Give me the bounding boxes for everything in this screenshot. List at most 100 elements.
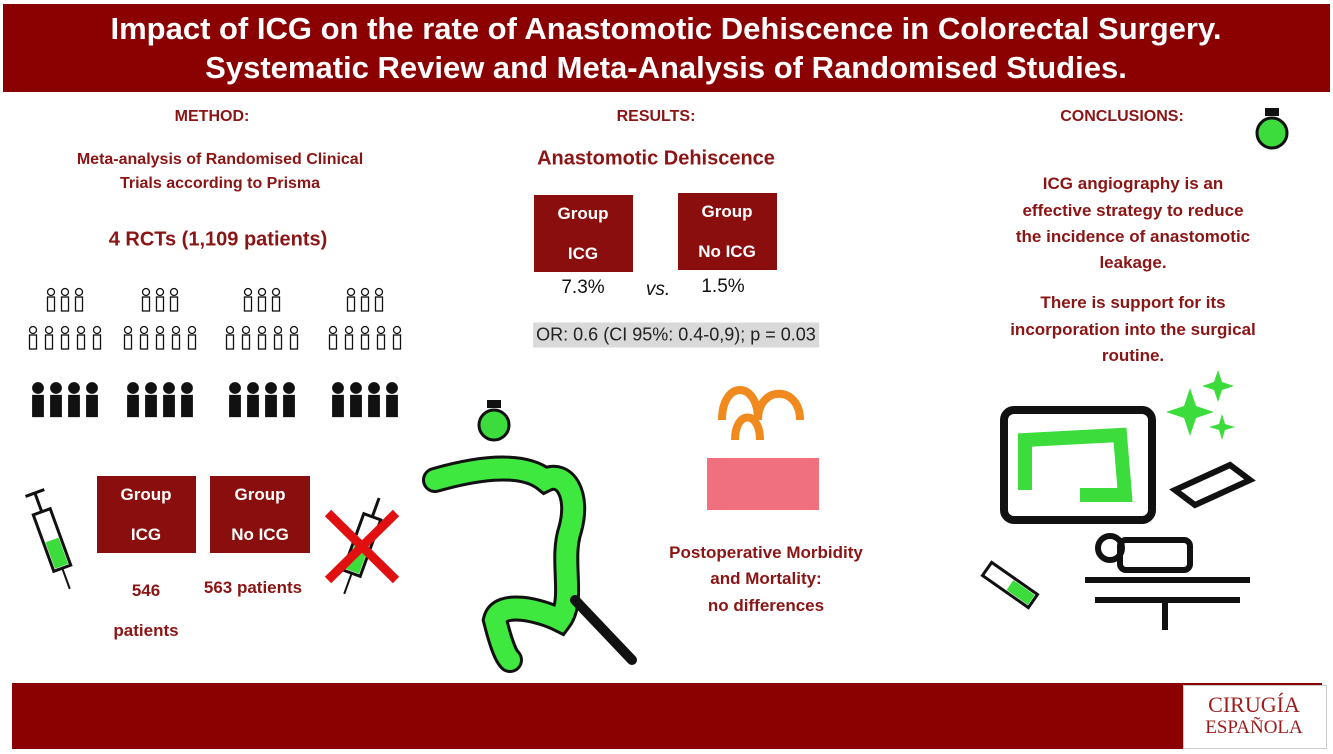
- title-line: Systematic Review and Meta-Analysis of R…: [205, 50, 1127, 85]
- conclusion-line: ICG angiography is an: [1042, 174, 1224, 193]
- person-icon: [86, 394, 98, 418]
- group-label: ICG: [130, 525, 162, 544]
- leak-icon: [718, 386, 804, 441]
- morbidity-line: and Mortality:: [710, 569, 822, 588]
- cross-icon: [324, 509, 400, 584]
- bulb-icon: [477, 400, 511, 442]
- person-icon: [225, 325, 235, 335]
- results-subtitle: Anastomotic Dehiscence: [537, 147, 775, 170]
- group-label: No ICG: [231, 525, 289, 544]
- statistic: OR: 0.6 (CI 95%: 0.4-0,9); p = 0.03: [533, 322, 819, 348]
- person-icon: [289, 334, 299, 350]
- person-icon: [76, 325, 86, 335]
- person-icon: [50, 382, 62, 394]
- person-icon: [273, 334, 283, 350]
- person-icon: [241, 334, 251, 350]
- person-icon: [139, 334, 149, 350]
- person-icon: [68, 382, 80, 394]
- person-icon: [32, 394, 44, 418]
- person-icon: [241, 325, 251, 335]
- person-icon: [368, 394, 380, 418]
- person-icon: [145, 382, 157, 394]
- person-icon: [44, 325, 54, 335]
- person-icon: [187, 325, 197, 335]
- person-icon: [60, 296, 70, 312]
- person-icon: [243, 296, 253, 312]
- footer-bar: [12, 683, 1322, 749]
- person-icon: [68, 394, 80, 418]
- person-icon: [141, 287, 151, 297]
- logo-box: [1183, 685, 1327, 749]
- person-icon: [247, 382, 259, 394]
- person-icon: [187, 334, 197, 350]
- surgery-icon: [1085, 461, 1256, 630]
- colon-icon: [1018, 427, 1133, 502]
- person-icon: [374, 296, 384, 312]
- person-icon: [360, 325, 370, 335]
- logo-text: CIRUGÍA: [1208, 692, 1300, 717]
- person-icon: [273, 325, 283, 335]
- rate: 1.5%: [701, 276, 745, 297]
- person-icon: [127, 394, 139, 418]
- group-label: Group: [557, 204, 609, 223]
- person-icon: [283, 382, 295, 394]
- colon-icon: [425, 458, 584, 670]
- people-icons: [28, 287, 402, 418]
- person-icon: [92, 325, 102, 335]
- person-icon: [155, 296, 165, 312]
- bulb-icon: [1255, 108, 1289, 150]
- person-icon: [328, 325, 338, 335]
- person-icon: [386, 382, 398, 394]
- person-icon: [257, 325, 267, 335]
- person-icon: [86, 382, 98, 394]
- person-icon: [368, 382, 380, 394]
- person-icon: [257, 334, 267, 350]
- person-icon: [155, 325, 165, 335]
- person-icon: [76, 334, 86, 350]
- person-icon: [74, 296, 84, 312]
- group-box: [210, 476, 310, 553]
- person-icon: [169, 296, 179, 312]
- person-icon: [32, 382, 44, 394]
- person-icon: [181, 394, 193, 418]
- person-icon: [360, 287, 370, 297]
- person-icon: [123, 325, 133, 335]
- person-icon: [171, 334, 181, 350]
- syringe-icon: [24, 488, 73, 590]
- person-icon: [46, 287, 56, 297]
- patient-count: 546: [131, 581, 161, 600]
- person-icon: [155, 287, 165, 297]
- person-icon: [145, 394, 157, 418]
- person-icon: [332, 382, 344, 394]
- morbidity-line: Postoperative Morbidity: [669, 543, 863, 562]
- person-icon: [50, 394, 62, 418]
- person-icon: [155, 334, 165, 350]
- person-icon: [257, 287, 267, 297]
- person-icon: [374, 287, 384, 297]
- person-icon: [28, 334, 38, 350]
- person-icon: [360, 296, 370, 312]
- morbidity-line: no differences: [707, 596, 825, 615]
- person-icon: [376, 325, 386, 335]
- versus: vs.: [645, 279, 671, 300]
- person-icon: [392, 325, 402, 335]
- person-icon: [265, 394, 277, 418]
- wound-icon: [707, 458, 819, 510]
- person-icon: [283, 394, 295, 418]
- person-icon: [163, 382, 175, 394]
- person-icon: [60, 325, 70, 335]
- person-icon: [163, 394, 175, 418]
- description-line: Meta-analysis of Randomised Clinical: [76, 151, 364, 168]
- group-box: [678, 193, 777, 270]
- group-label: Group: [120, 485, 172, 504]
- person-icon: [171, 325, 181, 335]
- person-icon: [289, 325, 299, 335]
- conclusion-line: incorporation into the surgical: [1010, 320, 1256, 339]
- person-icon: [139, 325, 149, 335]
- person-icon: [123, 334, 133, 350]
- person-icon: [247, 394, 259, 418]
- person-icon: [243, 287, 253, 297]
- person-icon: [229, 382, 241, 394]
- person-icon: [346, 287, 356, 297]
